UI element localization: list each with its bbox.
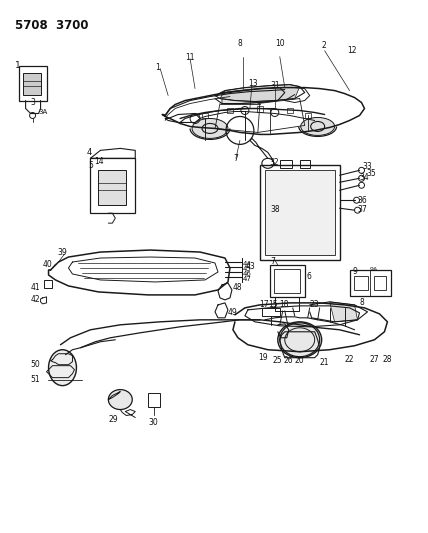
Text: 10: 10 <box>275 39 285 48</box>
Bar <box>300 160 310 168</box>
Text: 18: 18 <box>279 300 288 309</box>
Text: 17: 17 <box>259 300 268 309</box>
Ellipse shape <box>278 322 322 358</box>
Text: 36: 36 <box>357 196 367 205</box>
Text: 5: 5 <box>89 161 93 171</box>
Text: 32: 32 <box>270 158 279 167</box>
Text: 8: 8 <box>238 39 243 48</box>
Text: 7: 7 <box>271 257 276 266</box>
Text: 35: 35 <box>366 169 376 179</box>
Bar <box>44 280 51 288</box>
Text: 30: 30 <box>148 417 158 426</box>
Bar <box>19 66 47 101</box>
Bar <box>270 265 305 297</box>
Text: 44: 44 <box>243 261 252 267</box>
Text: 12: 12 <box>348 46 357 55</box>
Text: 7: 7 <box>233 155 238 164</box>
Text: 22: 22 <box>345 355 354 364</box>
Bar <box>148 393 160 407</box>
Text: 49: 49 <box>228 308 238 317</box>
Bar <box>257 106 263 111</box>
Bar <box>287 108 293 114</box>
Ellipse shape <box>301 117 335 135</box>
Bar <box>265 171 335 255</box>
Text: 28: 28 <box>383 355 392 364</box>
Bar <box>374 276 386 290</box>
Text: 31: 31 <box>271 80 280 90</box>
Bar <box>280 160 292 168</box>
Text: 34: 34 <box>360 173 369 182</box>
Text: 38: 38 <box>271 205 280 214</box>
Text: 37: 37 <box>357 205 367 214</box>
Ellipse shape <box>48 350 77 385</box>
Text: 27: 27 <box>369 355 379 364</box>
Text: 41: 41 <box>30 283 40 292</box>
Text: 50: 50 <box>30 360 40 369</box>
Text: 4: 4 <box>86 148 92 157</box>
Text: 25: 25 <box>273 356 282 365</box>
Text: 1: 1 <box>15 61 21 70</box>
Bar <box>227 108 233 114</box>
Text: 2: 2 <box>322 41 327 50</box>
Text: 6: 6 <box>307 272 312 281</box>
Text: 3: 3 <box>30 98 36 107</box>
Text: 42: 42 <box>30 295 40 304</box>
Ellipse shape <box>192 118 228 139</box>
Text: 9: 9 <box>353 267 357 276</box>
Text: 19: 19 <box>258 353 268 362</box>
Polygon shape <box>330 302 357 322</box>
Text: 47: 47 <box>243 276 252 282</box>
Bar <box>262 308 280 316</box>
Bar <box>354 276 368 290</box>
Ellipse shape <box>108 390 132 409</box>
Polygon shape <box>222 88 278 103</box>
Text: 1: 1 <box>155 63 160 71</box>
Text: 48: 48 <box>233 283 243 292</box>
Text: 46: 46 <box>243 271 252 277</box>
Text: 43: 43 <box>246 262 256 271</box>
Text: 15: 15 <box>268 300 277 309</box>
Polygon shape <box>220 85 300 102</box>
Bar <box>305 112 311 118</box>
Bar <box>98 171 126 205</box>
Bar <box>260 165 339 260</box>
Bar <box>23 72 41 94</box>
Text: 29: 29 <box>108 415 118 424</box>
Text: 23: 23 <box>310 300 319 309</box>
Text: 20: 20 <box>295 356 304 365</box>
Text: 3A: 3A <box>39 109 48 115</box>
Text: 26: 26 <box>284 356 294 365</box>
Text: 33: 33 <box>363 163 372 171</box>
Text: 40: 40 <box>42 260 52 269</box>
Text: 9A: 9A <box>369 267 378 272</box>
Text: 21: 21 <box>320 358 329 367</box>
Text: 13: 13 <box>248 78 258 87</box>
Text: 51: 51 <box>30 375 40 384</box>
Text: 14: 14 <box>95 157 104 166</box>
Bar <box>275 297 299 311</box>
Text: 39: 39 <box>57 248 67 257</box>
Text: 45: 45 <box>243 266 252 272</box>
Bar <box>90 158 135 213</box>
Bar <box>202 112 208 118</box>
Bar <box>350 270 392 296</box>
Bar <box>274 269 300 293</box>
Text: 11: 11 <box>185 53 195 62</box>
Text: 8: 8 <box>360 298 364 307</box>
Text: 5708  3700: 5708 3700 <box>15 19 88 32</box>
